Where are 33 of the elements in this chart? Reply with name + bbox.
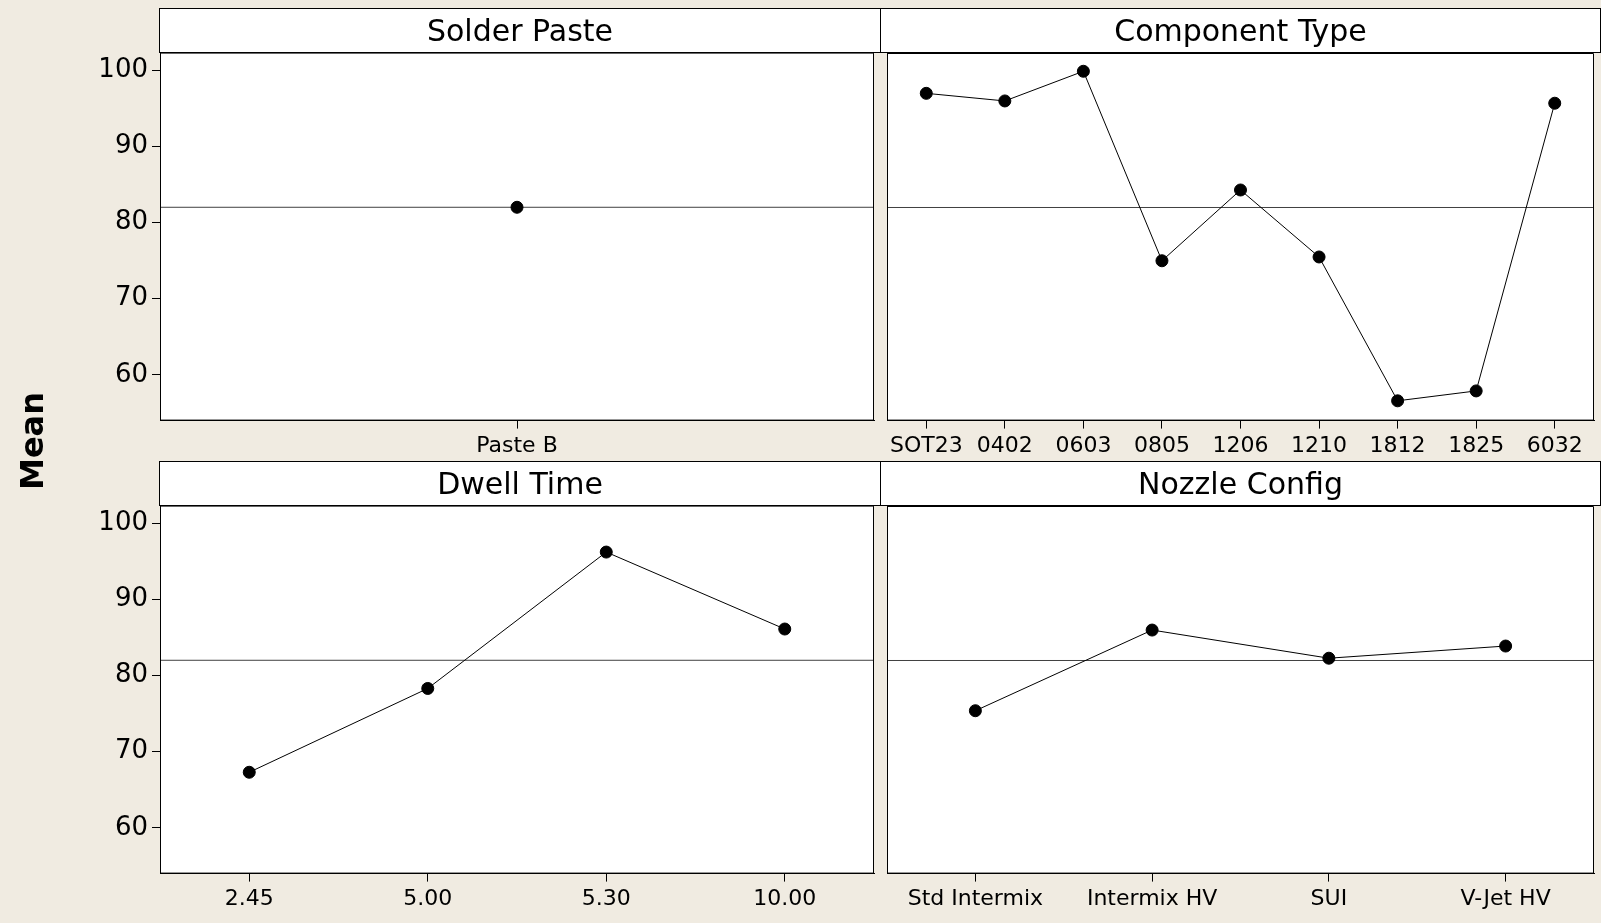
x-tick-label: 0603 xyxy=(1055,431,1112,457)
x-tick-label: SUI xyxy=(1310,884,1348,910)
x-tick-label: 0402 xyxy=(976,431,1033,457)
x-tick-label: 6032 xyxy=(1526,431,1583,457)
x-tick-label: Std Intermix xyxy=(907,884,1044,910)
y-tick-label: 90 xyxy=(114,582,148,613)
x-tick-label: V-Jet HV xyxy=(1460,884,1551,910)
x-tick-label: Paste B xyxy=(476,431,558,457)
chart-title: Dwell Time xyxy=(159,461,881,506)
y-axis-title: Mean xyxy=(12,392,51,490)
x-tick-label: SOT23 xyxy=(889,431,963,457)
x-tick-label: 1210 xyxy=(1291,431,1348,457)
y-tick-label: 60 xyxy=(114,357,148,388)
x-tick-label: 2.45 xyxy=(224,884,274,910)
chart-title: Solder Paste xyxy=(159,8,881,53)
x-tick-label: 10.00 xyxy=(753,884,817,910)
y-tick-label: 100 xyxy=(98,505,148,536)
y-tick-label: 80 xyxy=(114,658,148,689)
x-tick-label: 1812 xyxy=(1369,431,1426,457)
y-tick-label: 80 xyxy=(114,205,148,236)
y-tick-label: 100 xyxy=(98,52,148,83)
x-tick-label: 1825 xyxy=(1448,431,1505,457)
y-tick-label: 90 xyxy=(114,129,148,160)
x-tick-label: Intermix HV xyxy=(1086,884,1218,910)
chart-title: Nozzle Config xyxy=(880,461,1601,506)
x-tick-label: 1206 xyxy=(1212,431,1269,457)
y-tick-label: 70 xyxy=(114,734,148,765)
x-tick-label: 5.00 xyxy=(403,884,453,910)
x-tick-label: 0805 xyxy=(1133,431,1190,457)
y-tick-label: 60 xyxy=(114,810,148,841)
x-tick-label: 5.30 xyxy=(581,884,631,910)
y-tick-label: 70 xyxy=(114,281,148,312)
chart-title: Component Type xyxy=(880,8,1601,53)
